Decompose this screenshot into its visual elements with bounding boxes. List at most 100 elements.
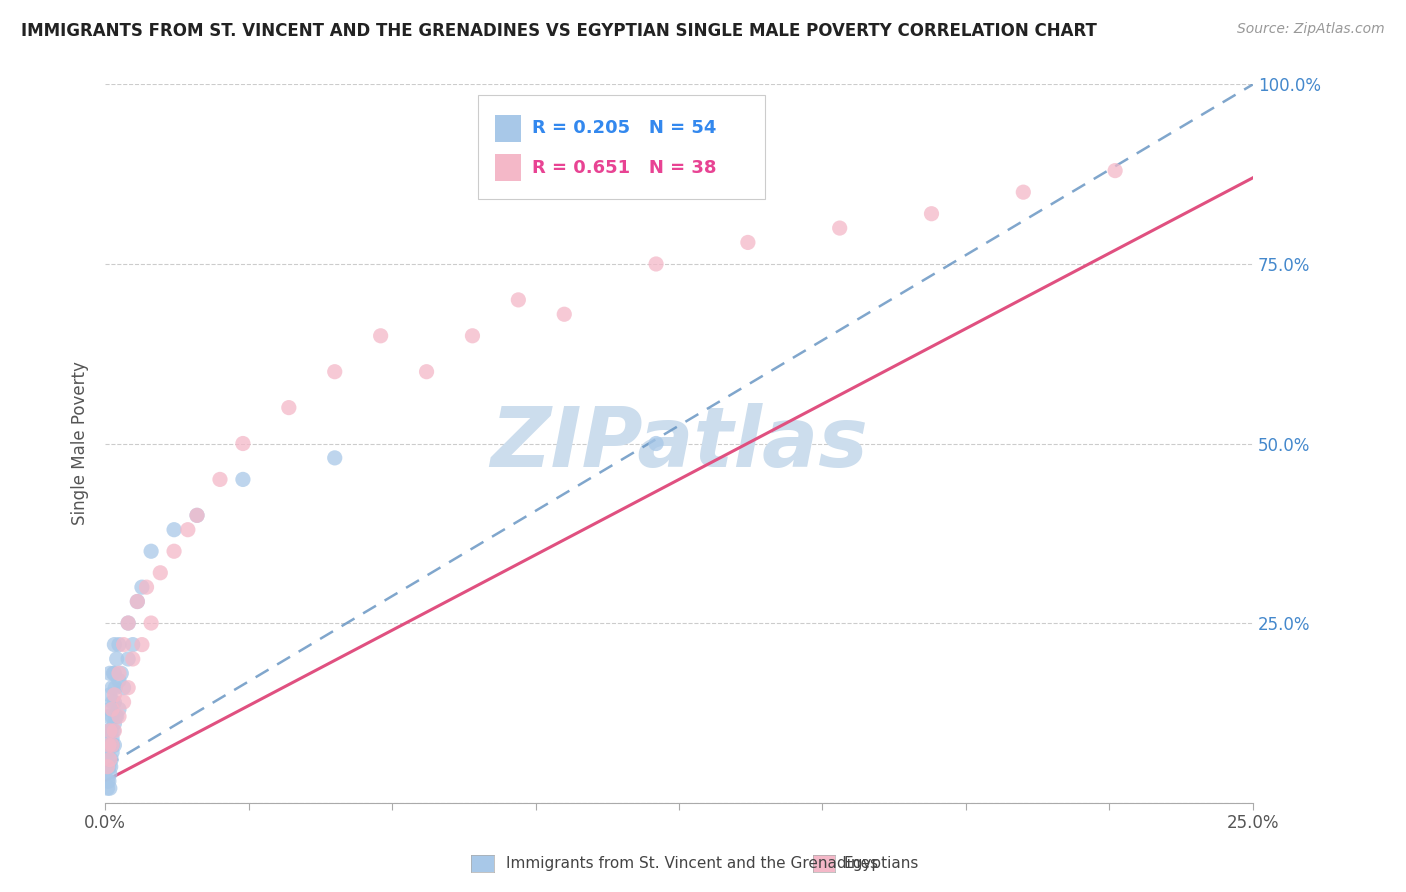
Point — [135, 580, 157, 594]
Point — [1012, 185, 1035, 199]
Point — [103, 688, 125, 702]
Point — [103, 695, 125, 709]
Point — [139, 544, 162, 558]
Point — [97, 738, 120, 752]
Point — [108, 638, 131, 652]
Point — [100, 738, 122, 752]
Point — [186, 508, 208, 523]
Point — [97, 760, 120, 774]
Point — [163, 523, 186, 537]
Point — [108, 666, 131, 681]
Point — [208, 472, 231, 486]
FancyBboxPatch shape — [495, 154, 520, 181]
Point — [645, 436, 668, 450]
Point — [645, 257, 668, 271]
Point — [103, 666, 125, 681]
Point — [828, 221, 851, 235]
Point — [110, 666, 132, 681]
Point — [101, 738, 124, 752]
Point — [131, 580, 153, 594]
Point — [98, 752, 121, 766]
Point — [100, 760, 122, 774]
Point — [103, 738, 125, 752]
Point — [370, 328, 392, 343]
Point — [737, 235, 759, 250]
Point — [105, 652, 128, 666]
Point — [108, 709, 131, 723]
Point — [121, 652, 143, 666]
Point — [100, 752, 122, 766]
Point — [98, 767, 121, 781]
Point — [508, 293, 530, 307]
Point — [104, 681, 127, 695]
Point — [186, 508, 208, 523]
Point — [101, 702, 124, 716]
Point — [101, 709, 124, 723]
Text: R = 0.205   N = 54: R = 0.205 N = 54 — [531, 120, 717, 137]
Point — [101, 738, 124, 752]
Point — [323, 450, 346, 465]
Point — [96, 760, 118, 774]
Point — [121, 638, 143, 652]
Point — [96, 774, 118, 789]
Point — [101, 745, 124, 759]
Text: Immigrants from St. Vincent and the Grenadines: Immigrants from St. Vincent and the Gren… — [506, 856, 879, 871]
FancyBboxPatch shape — [478, 95, 765, 199]
Point — [139, 615, 162, 630]
Point — [131, 638, 153, 652]
Point — [98, 702, 121, 716]
Point — [163, 544, 186, 558]
Point — [553, 307, 575, 321]
Point — [98, 723, 121, 738]
Point — [96, 781, 118, 796]
Point — [104, 709, 127, 723]
Text: Source: ZipAtlas.com: Source: ZipAtlas.com — [1237, 22, 1385, 37]
Point — [323, 365, 346, 379]
Point — [921, 207, 943, 221]
Point — [117, 615, 139, 630]
Point — [103, 716, 125, 731]
Y-axis label: Single Male Poverty: Single Male Poverty — [72, 361, 89, 525]
FancyBboxPatch shape — [495, 114, 520, 142]
Point — [108, 702, 131, 716]
Point — [103, 723, 125, 738]
Point — [112, 681, 135, 695]
Point — [415, 365, 437, 379]
Text: ZIPatlas: ZIPatlas — [491, 403, 868, 484]
Point — [117, 652, 139, 666]
Text: Egyptians: Egyptians — [844, 856, 920, 871]
Text: IMMIGRANTS FROM ST. VINCENT AND THE GRENADINES VS EGYPTIAN SINGLE MALE POVERTY C: IMMIGRANTS FROM ST. VINCENT AND THE GREN… — [21, 22, 1097, 40]
Point — [96, 723, 118, 738]
Point — [97, 738, 120, 752]
Point — [98, 752, 121, 766]
Point — [96, 760, 118, 774]
Point — [103, 666, 125, 681]
Point — [101, 731, 124, 745]
Point — [98, 738, 121, 752]
Point — [277, 401, 299, 415]
Point — [112, 695, 135, 709]
Point — [112, 638, 135, 652]
Point — [97, 709, 120, 723]
Point — [98, 723, 121, 738]
Point — [100, 723, 122, 738]
Point — [101, 695, 124, 709]
Point — [127, 594, 149, 608]
Point — [1104, 163, 1126, 178]
Point — [97, 774, 120, 789]
Point — [98, 688, 121, 702]
Point — [108, 673, 131, 688]
Point — [232, 472, 254, 486]
Point — [103, 723, 125, 738]
Point — [103, 638, 125, 652]
Text: R = 0.651   N = 38: R = 0.651 N = 38 — [531, 159, 717, 177]
Point — [461, 328, 484, 343]
Point — [98, 781, 121, 796]
Point — [127, 594, 149, 608]
Point — [96, 745, 118, 759]
Point — [98, 666, 121, 681]
Point — [232, 436, 254, 450]
Point — [101, 681, 124, 695]
Point — [117, 681, 139, 695]
Point — [177, 523, 200, 537]
